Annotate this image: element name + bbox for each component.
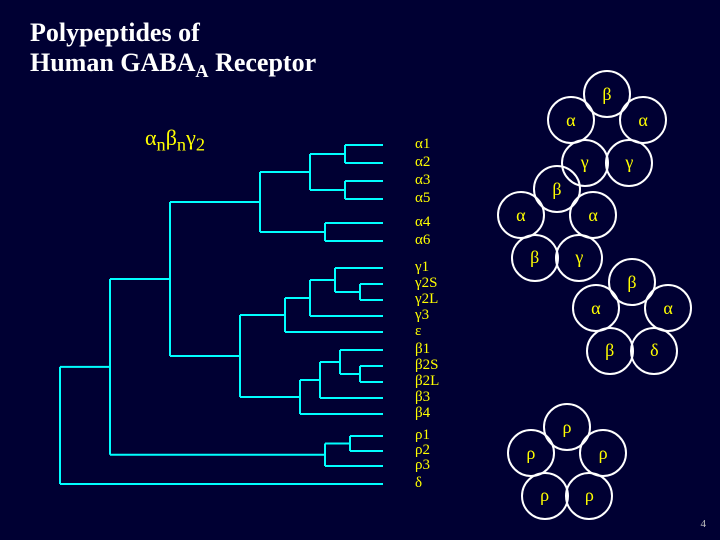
leaf-label-eps: ε: [415, 323, 421, 340]
leaf-label-a2: α2: [415, 154, 430, 171]
subunit-α: α: [644, 284, 692, 332]
leaf-label-r3: ρ3: [415, 457, 430, 474]
subunit-α: α: [497, 191, 545, 239]
subunit-γ: γ: [605, 139, 653, 187]
subunit-α: α: [569, 191, 617, 239]
subunit-ρ: ρ: [565, 472, 613, 520]
leaf-label-g3: γ3: [415, 307, 429, 324]
leaf-label-b2l: β2L: [415, 373, 439, 390]
leaf-label-a1: α1: [415, 136, 430, 153]
subunit-ρ: ρ: [579, 429, 627, 477]
leaf-label-b3: β3: [415, 389, 430, 406]
subunit-ρ: ρ: [521, 472, 569, 520]
subunit-α: α: [619, 96, 667, 144]
page-number: 4: [701, 518, 707, 530]
subunit-α: α: [572, 284, 620, 332]
subunit-β: β: [586, 327, 634, 375]
leaf-label-g2s: γ2S: [415, 275, 437, 292]
subunit-γ: γ: [555, 234, 603, 282]
dendrogram: [30, 140, 390, 500]
leaf-label-a3: α3: [415, 172, 430, 189]
leaf-label-a5: α5: [415, 190, 430, 207]
subunit-α: α: [547, 96, 595, 144]
leaf-label-b1: β1: [415, 341, 430, 358]
leaf-label-a6: α6: [415, 232, 430, 249]
leaf-label-a4: α4: [415, 214, 430, 231]
leaf-label-b2s: β2S: [415, 357, 438, 374]
leaf-label-del: δ: [415, 475, 422, 492]
subunit-β: β: [511, 234, 559, 282]
leaf-label-g1: γ1: [415, 259, 429, 276]
page-title: Polypeptides ofHuman GABAA Receptor: [30, 18, 316, 82]
subunit-δ: δ: [630, 327, 678, 375]
leaf-label-g2l: γ2L: [415, 291, 438, 308]
leaf-label-b4: β4: [415, 405, 430, 422]
subunit-ρ: ρ: [507, 429, 555, 477]
